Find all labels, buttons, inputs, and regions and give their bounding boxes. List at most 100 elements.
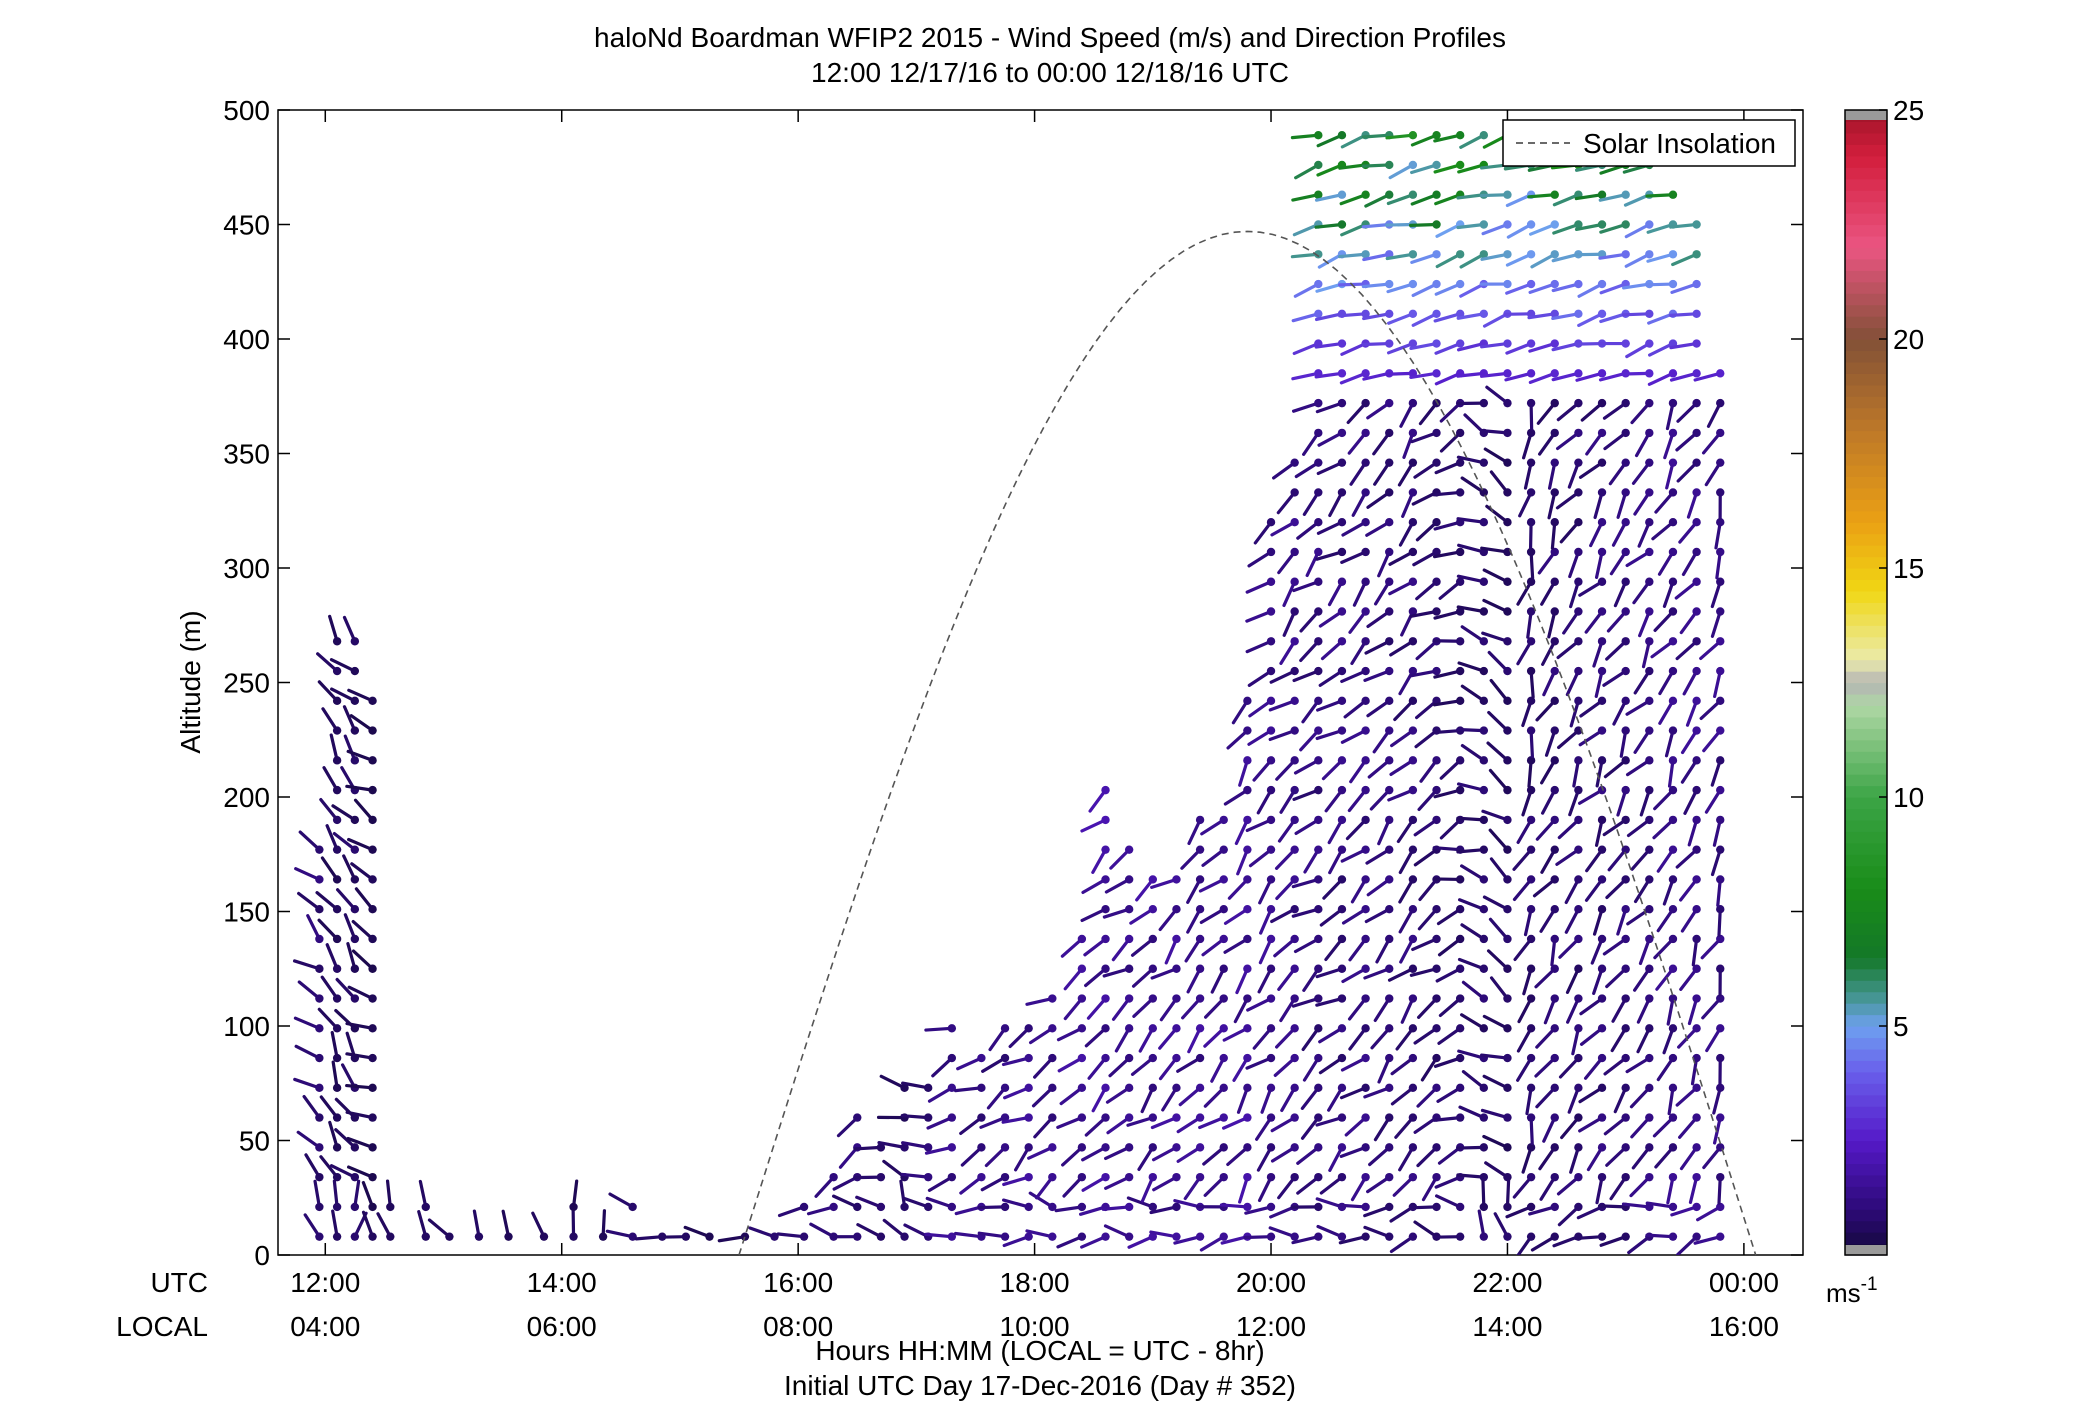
wind-barb: [346, 942, 357, 971]
wind-barb-dot: [1243, 1172, 1252, 1182]
wind-barb-dot: [1479, 964, 1489, 973]
wind-barb: [979, 1115, 1007, 1129]
colorbar-swatch: [1845, 934, 1887, 947]
wind-barb: [1150, 1115, 1179, 1130]
wind-barb-dot: [1597, 815, 1607, 825]
wind-barb: [1399, 937, 1415, 964]
wind-barb: [1529, 728, 1535, 759]
wind-barb: [1584, 877, 1604, 902]
wind-barb-dot: [1668, 696, 1678, 706]
wind-barb-dot: [1314, 458, 1323, 467]
wind-barb-dot: [1692, 1024, 1701, 1033]
wind-barb-dot: [1314, 905, 1323, 914]
wind-barb: [1302, 490, 1320, 516]
wind-barb: [1226, 728, 1249, 750]
colorbar-swatch: [1845, 991, 1887, 1004]
wind-barb-dot: [1597, 637, 1607, 646]
wind-barb-dot: [1361, 1232, 1370, 1241]
wind-barb: [1675, 848, 1699, 869]
wind-barb: [1669, 222, 1699, 229]
wind-barb-dot: [1290, 1024, 1299, 1033]
colorbar-swatch: [1845, 293, 1887, 306]
wind-barb: [1338, 163, 1368, 170]
wind-barb-dot: [332, 875, 342, 884]
wind-barb: [1534, 967, 1557, 989]
wind-barb-dot: [1077, 1232, 1087, 1241]
wind-barb-dot: [1048, 1172, 1057, 1182]
wind-barb-dot: [350, 756, 360, 765]
wind-barb: [1665, 461, 1675, 490]
wind-barb: [1488, 828, 1510, 852]
wind-barb: [1367, 758, 1391, 779]
wind-barb: [1328, 490, 1344, 518]
wind-barb-dot: [1455, 756, 1465, 765]
wind-barb-dot: [1432, 785, 1441, 795]
wind-barb-dot: [1668, 666, 1678, 676]
x-axis-label: Hours HH:MM (LOCAL = UTC - 8hr): [815, 1335, 1264, 1366]
wind-barb-dot: [1124, 1053, 1134, 1063]
wind-barb-dot: [1124, 1202, 1134, 1212]
wind-barb: [1314, 222, 1344, 229]
colorbar-swatch: [1845, 510, 1887, 523]
wind-barb: [1275, 758, 1297, 781]
wind-barb: [1387, 312, 1415, 325]
wind-barb: [1662, 877, 1675, 906]
wind-barb-dot: [876, 1172, 886, 1182]
wind-barb-dot: [1550, 220, 1559, 229]
wind-barb-dot: [315, 1024, 324, 1033]
wind-barb-dot: [1597, 1083, 1607, 1093]
wind-barb: [1183, 1175, 1202, 1201]
wind-barb-dot: [1361, 1113, 1370, 1122]
wind-barb-dot: [1716, 458, 1725, 467]
wind-barb: [1398, 848, 1415, 875]
wind-barb-dot: [1503, 905, 1512, 914]
wind-barb: [346, 1136, 375, 1149]
colorbar-swatch: [1845, 854, 1887, 867]
wind-barb-dot: [332, 1143, 342, 1152]
wind-barb: [1385, 371, 1415, 376]
wind-barb: [1413, 848, 1439, 867]
wind-barb: [1679, 877, 1699, 902]
colorbar-swatch: [1845, 1220, 1887, 1233]
wind-barb-dot: [1266, 1024, 1276, 1033]
wind-barb: [1560, 1115, 1580, 1140]
wind-barb-dot: [1550, 309, 1559, 319]
wind-barb: [1348, 1026, 1368, 1051]
wind-barb: [1223, 788, 1249, 806]
wind-barb-dot: [368, 934, 377, 944]
wind-barb-dot: [332, 666, 342, 676]
wind-barb-dot: [1479, 1202, 1489, 1212]
wind-barb: [1300, 1086, 1320, 1110]
colorbar-swatch: [1845, 487, 1887, 500]
wind-barb: [1629, 1086, 1651, 1109]
wind-barb-dot: [1314, 488, 1323, 497]
wind-barb-dot: [1550, 1053, 1559, 1063]
wind-barb-dot: [1455, 785, 1465, 795]
wind-barb-dot: [1479, 666, 1489, 676]
wind-barb: [1393, 699, 1415, 722]
y-tick-label: 400: [223, 324, 270, 355]
wind-barb-dot: [368, 815, 377, 825]
wind-barb-dot: [1408, 339, 1418, 348]
wind-barb: [1256, 788, 1273, 815]
wind-barb-dot: [1526, 428, 1536, 438]
wind-barb-dot: [1692, 1202, 1701, 1212]
wind-barb: [1222, 1026, 1249, 1042]
wind-barb: [1480, 1108, 1510, 1120]
wind-barb-dot: [1574, 220, 1583, 229]
wind-barb-dot: [1479, 696, 1489, 706]
wind-barb-dot: [1024, 1202, 1033, 1212]
wind-barb: [877, 1140, 907, 1149]
wind-barb-dot: [1361, 428, 1370, 438]
wind-barb-dot: [1455, 666, 1465, 676]
wind-barb: [1482, 598, 1510, 614]
wind-barb: [1324, 937, 1344, 962]
y-tick-label: 0: [254, 1240, 270, 1271]
wind-barb: [1599, 312, 1628, 324]
wind-barb-dot: [1385, 845, 1394, 854]
colorbar-swatch: [1845, 602, 1887, 615]
wind-barb: [1151, 1145, 1179, 1162]
wind-barb-dot: [900, 1202, 909, 1212]
wind-barb: [1227, 877, 1249, 900]
